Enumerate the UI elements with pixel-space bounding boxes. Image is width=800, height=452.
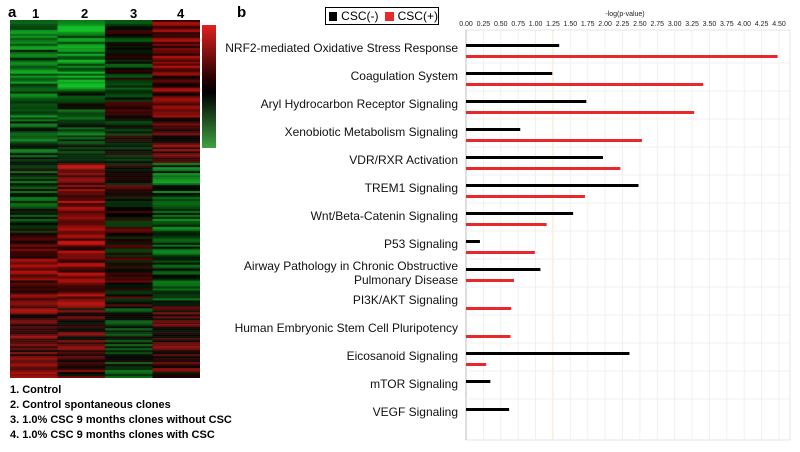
x-tick-label: 2.25 xyxy=(616,21,630,28)
legend-label-pos: CSC(+) xyxy=(397,9,438,23)
bar-csc-pos xyxy=(466,251,535,254)
bar-csc-neg xyxy=(466,156,604,159)
heatmap-column-label: 2 xyxy=(81,6,89,21)
bar-csc-pos xyxy=(466,167,621,170)
panel-label-a: a xyxy=(8,4,17,21)
category-label: Coagulation System xyxy=(350,69,458,83)
category-label: NRF2-mediated Oxidative Stress Response xyxy=(225,41,458,55)
bar-csc-neg xyxy=(466,44,560,47)
bar-csc-neg xyxy=(466,100,587,103)
x-tick-label: 0.00 xyxy=(459,21,473,28)
x-tick-label: 4.25 xyxy=(755,21,769,28)
legend-swatch-neg xyxy=(329,11,338,21)
legend-item: 2. Control spontaneous clones xyxy=(10,399,171,411)
x-tick-label: 2.75 xyxy=(650,21,664,28)
heatmap xyxy=(10,20,200,378)
category-label: Human Embryonic Stem Cell Pluripotency xyxy=(234,321,458,335)
bar-csc-neg xyxy=(466,352,630,355)
bar-csc-pos xyxy=(466,195,585,198)
category-label: Aryl Hydrocarbon Receptor Signaling xyxy=(260,97,458,111)
x-tick-label: 1.50 xyxy=(564,21,578,28)
bar-csc-pos xyxy=(466,279,514,282)
bar-csc-neg xyxy=(466,72,553,75)
heatmap-column-label: 3 xyxy=(130,6,138,21)
x-tick-label: 0.50 xyxy=(494,21,508,28)
category-label: Wnt/Beta-Catenin Signaling xyxy=(310,209,458,223)
bar-csc-neg xyxy=(466,408,510,411)
bar-csc-pos xyxy=(466,335,511,338)
category-label: Xenobiotic Metabolism Signaling xyxy=(284,125,458,139)
x-tick-label: 1.00 xyxy=(529,21,543,28)
category-label: mTOR Signaling xyxy=(370,377,458,391)
x-tick-label: 4.00 xyxy=(737,21,751,28)
x-tick-label: 0.75 xyxy=(511,21,525,28)
bar-csc-pos xyxy=(466,307,512,310)
bar-csc-pos xyxy=(466,139,642,142)
bar-csc-pos xyxy=(466,55,778,58)
legend-item: 3. 1.0% CSC 9 months clones without CSC xyxy=(10,414,232,426)
x-tick-label: 3.50 xyxy=(703,21,717,28)
legend-swatch-pos xyxy=(385,11,394,21)
category-label: VEGF Signaling xyxy=(372,405,458,419)
bar-csc-neg xyxy=(466,240,480,243)
bar-csc-neg xyxy=(466,212,574,215)
x-tick-label: 1.75 xyxy=(581,21,595,28)
bar-csc-neg xyxy=(466,380,491,383)
bar-csc-pos xyxy=(466,111,695,114)
legend-item: 1. Control xyxy=(10,384,62,396)
bar-csc-neg xyxy=(466,184,639,187)
x-tick-label: 2.00 xyxy=(598,21,612,28)
x-tick-label: 3.00 xyxy=(668,21,682,28)
category-label: P53 Signaling xyxy=(383,237,458,251)
x-tick-label: 1.25 xyxy=(546,21,560,28)
category-label: VDR/RXR Activation xyxy=(349,153,458,167)
chart-legend: CSC(-) CSC(+) xyxy=(325,7,439,25)
category-label: Eicosanoid Signaling xyxy=(346,349,458,363)
bar-csc-neg xyxy=(466,268,541,271)
heatmap-column-label: 1 xyxy=(32,6,40,21)
x-tick-label: 3.25 xyxy=(685,21,699,28)
x-tick-label: 2.50 xyxy=(633,21,647,28)
x-tick-label: 3.75 xyxy=(720,21,734,28)
heatmap-column-label: 4 xyxy=(177,6,185,21)
x-tick-label: 0.25 xyxy=(477,21,491,28)
category-label: Airway Pathology in Chronic Obstructive … xyxy=(243,259,458,287)
x-tick-label: 4.50 xyxy=(772,21,786,28)
legend-label-neg: CSC(-) xyxy=(341,9,379,23)
x-axis-label: -log(p-value) xyxy=(605,11,644,18)
panel-label-b: b xyxy=(237,4,247,21)
legend-item: 4. 1.0% CSC 9 months clones with CSC xyxy=(10,429,215,441)
heatmap-color-scale xyxy=(202,25,216,148)
bar-csc-neg xyxy=(466,128,521,131)
category-label: PI3K/AKT Signaling xyxy=(352,293,458,307)
bar-csc-pos xyxy=(466,83,704,86)
bar-csc-pos xyxy=(466,363,487,366)
category-label: TREM1 Signaling xyxy=(364,181,458,195)
bar-csc-pos xyxy=(466,223,547,226)
